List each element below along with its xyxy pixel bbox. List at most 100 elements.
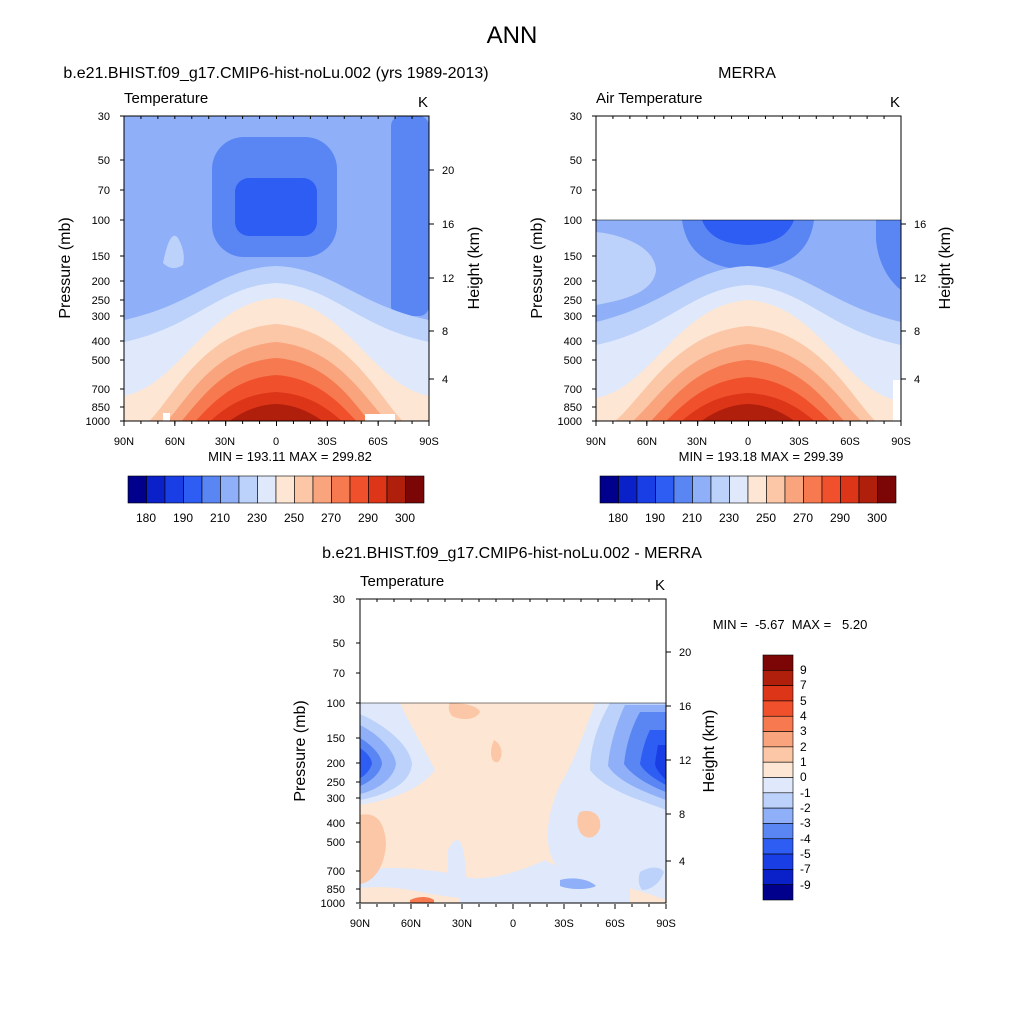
colorbar-swatch [692, 475, 712, 504]
x-tick-label: 0 [273, 436, 279, 448]
colorbar-swatch [762, 823, 794, 840]
temperature-contour-field [596, 220, 901, 421]
y-tick-label: 50 [333, 638, 345, 650]
y-tick-label: 850 [327, 884, 345, 896]
colorbar [599, 475, 897, 504]
height-tick-labels: 20 16 12 8 4 [442, 165, 454, 386]
x-tick-label: 0 [510, 918, 516, 930]
colorbar-label: 9 [800, 663, 807, 677]
y-tick-labels: 30 50 70 100 150 200 250 300 400 500 700… [86, 111, 110, 428]
x-tick-labels: 90N 60N 30N 0 30S 60S 90S [586, 436, 911, 448]
x-tick-labels: 90N 60N 30N 0 30S 60S 90S [350, 918, 676, 930]
colorbar-swatch [146, 475, 166, 504]
contour-band-polar-south [876, 220, 901, 290]
colorbar-label: 210 [682, 511, 702, 525]
contour-band-negative [360, 748, 372, 778]
y-axis-label-right: Height (km) [466, 227, 483, 310]
contour-band [229, 404, 323, 421]
y-tick-label: 30 [98, 111, 110, 123]
y-tick-label: 300 [564, 311, 582, 323]
difference-panel: b.e21.BHIST.f09_g17.CMIP6-hist-noLu.002 … [292, 545, 867, 930]
colorbar-label: 7 [800, 678, 807, 692]
panel-subtitle-left: Air Temperature [596, 90, 702, 107]
colorbar-label: 270 [321, 511, 341, 525]
colorbar-label: 210 [210, 511, 230, 525]
colorbar-label: 1 [800, 755, 807, 769]
colorbar-label: 3 [800, 724, 807, 738]
x-tick-label: 90S [656, 918, 676, 930]
colorbar-label: -4 [800, 832, 811, 846]
y-tick-label: 850 [92, 402, 110, 414]
y-tick-label: 150 [327, 733, 345, 745]
colorbar-swatch [673, 475, 693, 504]
axis-ticks [592, 115, 906, 426]
temperature-contour-field [124, 116, 429, 421]
height-tick-label: 16 [914, 219, 926, 231]
colorbar-swatch [762, 670, 794, 686]
contour-band-negative [638, 867, 664, 890]
x-tick-label: 90N [114, 436, 134, 448]
colorbar-swatch [762, 731, 794, 748]
y-tick-label: 1000 [86, 416, 110, 428]
y-tick-labels: 30 50 70 100 150 200 250 300 400 500 700… [321, 594, 345, 910]
panel-subtitle-left: Temperature [124, 90, 208, 107]
y-tick-label: 30 [570, 111, 582, 123]
colorbar-labels: 180 190 210 230 250 270 290 300 [136, 511, 415, 525]
panel-title: b.e21.BHIST.f09_g17.CMIP6-hist-noLu.002 … [63, 65, 488, 82]
y-tick-label: 50 [570, 155, 582, 167]
colorbar-label: 250 [284, 511, 304, 525]
contour-band-positive [360, 814, 386, 884]
colorbar-label: 2 [800, 740, 807, 754]
colorbar-label: 230 [719, 511, 739, 525]
colorbar-label: -2 [800, 801, 811, 815]
y-tick-label: 70 [98, 185, 110, 197]
y-tick-label: 100 [564, 215, 582, 227]
colorbar-swatch [762, 685, 794, 702]
missing-data-mask [163, 413, 170, 421]
colorbar-swatch [747, 475, 767, 504]
panel-title: MERRA [718, 65, 776, 82]
colorbar-swatch [349, 475, 369, 504]
y-tick-label: 250 [564, 295, 582, 307]
colorbar-swatch [368, 475, 388, 504]
colorbar-swatch [762, 884, 794, 901]
x-tick-label: 30N [215, 436, 235, 448]
figure-title: ANN [487, 22, 538, 49]
y-tick-label: 150 [564, 251, 582, 263]
colorbar-swatch [729, 475, 749, 504]
x-tick-label: 90N [586, 436, 606, 448]
colorbar-swatch [127, 475, 147, 504]
contour-band-positive [577, 810, 601, 838]
colorbar-label: 290 [830, 511, 850, 525]
contour-band-strong-negative [655, 745, 666, 780]
contour-band-light [596, 232, 656, 305]
colorbar [127, 475, 425, 504]
colorbar-swatch [762, 869, 794, 885]
height-tick-label: 12 [442, 273, 454, 285]
colorbar-label: 230 [247, 511, 267, 525]
colorbar-swatch [762, 746, 794, 763]
y-tick-label: 1000 [558, 416, 582, 428]
y-tick-labels: 30 50 70 100 150 200 250 300 400 500 700… [558, 111, 582, 428]
colorbar-swatch [762, 853, 794, 870]
colorbar-swatch [312, 475, 332, 504]
contour-band-positive [410, 897, 434, 903]
height-tick-label: 16 [442, 219, 454, 231]
colorbar-swatch [294, 475, 314, 504]
colorbar-label: 5 [800, 694, 807, 708]
y-tick-label: 100 [327, 698, 345, 710]
colorbar-swatch [386, 475, 406, 504]
axis-ticks [356, 598, 671, 909]
panel-subtitle-left: Temperature [360, 573, 444, 590]
colorbar-swatch [164, 475, 184, 504]
height-tick-label: 12 [679, 755, 691, 767]
colorbar-label: -3 [800, 816, 811, 830]
contour-band-cold-core [235, 178, 317, 236]
contour-band-positive [448, 703, 480, 720]
x-tick-label: 30S [554, 918, 574, 930]
colorbar-swatch [762, 792, 794, 809]
x-tick-label: 90S [891, 436, 911, 448]
difference-contour-field [360, 703, 666, 903]
colorbar-label: 0 [800, 770, 807, 784]
